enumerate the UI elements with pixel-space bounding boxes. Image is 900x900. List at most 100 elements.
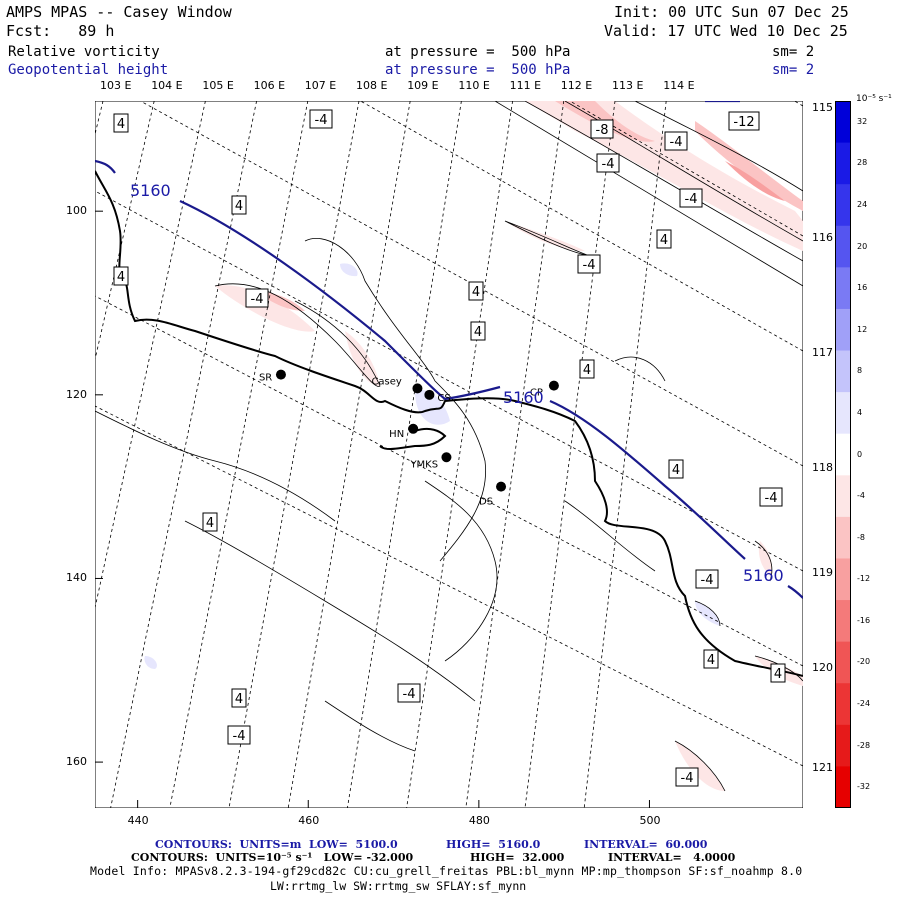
vorticity-label: -4 xyxy=(679,188,703,208)
vorticity-label: 4 xyxy=(231,688,247,708)
vorticity-label: 4 xyxy=(468,281,484,301)
colorbar-tick-label: 16 xyxy=(857,283,868,293)
vorticity-contours xyxy=(95,101,803,792)
colorbar-tick-label: -12 xyxy=(857,574,871,584)
station-dot xyxy=(424,389,435,400)
x-tick-label: 500 xyxy=(639,814,661,827)
meridian-line xyxy=(347,101,462,808)
footer-vort-high: HIGH= 32.000 xyxy=(470,851,565,864)
footer-radiation-info: LW:rrtmg_lw SW:rrtmg_sw SFLAY:sf_mynn xyxy=(270,879,527,893)
vorticity-label: -4 xyxy=(759,487,783,507)
svg-text:4: 4 xyxy=(117,117,125,132)
colorbar-tick-label: -8 xyxy=(857,532,865,542)
meridian-line xyxy=(169,101,309,808)
height-label: 5160 xyxy=(503,388,544,407)
station-label: DS xyxy=(479,497,493,508)
colorbar-swatch xyxy=(835,766,851,808)
vorticity-label: -4 xyxy=(675,767,699,787)
colorbar-tick-label: -4 xyxy=(857,491,865,501)
vorticity-contour-labels: 4 -4 -8 -4 -12 -4 4 4 4 -4 -4 -4 4 4 4 -4 4 4 -4 4 4 -4 -4 4 -4 xyxy=(113,109,786,787)
y-tick-label: 120 xyxy=(66,387,87,401)
svg-text:4: 4 xyxy=(774,667,782,682)
colorbar-swatch xyxy=(835,433,851,476)
colorbar-swatch xyxy=(835,267,851,310)
colorbar-tick-label: -20 xyxy=(857,657,871,667)
colorbar-tick-label: -16 xyxy=(857,615,871,625)
meridian-line xyxy=(139,101,803,467)
y-tick-label: 140 xyxy=(66,571,87,585)
vorticity-label: -4 xyxy=(577,254,601,274)
colorbar-swatch xyxy=(835,184,851,227)
station-label: YMKS xyxy=(409,459,438,470)
svg-text:4: 4 xyxy=(472,285,480,300)
svg-text:4: 4 xyxy=(660,233,668,248)
svg-text:-4: -4 xyxy=(583,258,596,273)
geopotential-height-contours xyxy=(95,101,803,599)
vorticity-label: -4 xyxy=(309,109,333,129)
meridian-line xyxy=(110,101,257,808)
colorbar-tick-label: -32 xyxy=(857,782,871,792)
x-tick-label: 480 xyxy=(468,814,490,827)
colorbar-swatch xyxy=(835,392,851,435)
meridian-line xyxy=(465,101,565,808)
vorticity-label: 4 xyxy=(231,195,247,215)
field1-smoothing: sm= 2 xyxy=(772,44,815,60)
colorbar-swatch xyxy=(835,350,851,393)
vorticity-label: 4 xyxy=(770,663,786,683)
colorbar xyxy=(835,101,851,808)
station-dot xyxy=(275,369,286,380)
y-tick-label: 100 xyxy=(66,204,87,218)
vorticity-label: 4 xyxy=(113,266,129,286)
top-lon-label: 105 E xyxy=(202,79,234,92)
top-lon-label: 106 E xyxy=(253,79,286,92)
station-label: CS xyxy=(437,393,450,404)
station-dot xyxy=(496,481,507,492)
colorbar-tick-label: 12 xyxy=(857,324,868,334)
svg-text:-4: -4 xyxy=(251,292,264,307)
svg-text:4: 4 xyxy=(707,653,715,668)
colorbar-unit: 10⁻⁵ s⁻¹ xyxy=(856,94,892,104)
colorbar-tick-label: 24 xyxy=(857,199,868,209)
init-time: Init: 00 UTC Sun 07 Dec 25 xyxy=(614,3,849,21)
colorbar-tick-label: 8 xyxy=(857,366,863,376)
height-label: 5160 xyxy=(130,181,171,200)
footer-vort-interval: INTERVAL= 4.0000 xyxy=(608,851,736,864)
colorbar-tick-label: 0 xyxy=(857,449,863,459)
station-dot xyxy=(548,380,559,391)
lat-lon-gridlines xyxy=(95,101,803,808)
colorbar-tick-label: -28 xyxy=(857,740,871,750)
vorticity-label: 4 xyxy=(202,512,218,532)
svg-text:4: 4 xyxy=(117,270,125,285)
meridian-line xyxy=(524,101,616,808)
colorbar-swatch xyxy=(835,225,851,268)
colorbar-swatch xyxy=(835,641,851,684)
svg-text:-4: -4 xyxy=(701,573,714,588)
colorbar-swatch xyxy=(835,142,851,185)
station-dot xyxy=(441,452,452,463)
height-label: 5160 xyxy=(743,566,784,585)
coastline xyxy=(95,170,803,677)
vorticity-label: 4 xyxy=(470,321,486,341)
top-lon-label: 103 E xyxy=(100,79,132,92)
x-tick-label: 460 xyxy=(298,814,320,827)
vorticity-label: -4 xyxy=(245,288,269,308)
colorbar-swatch xyxy=(835,308,851,352)
svg-text:4: 4 xyxy=(583,363,591,378)
station-label: SR xyxy=(259,373,272,384)
meridian-line xyxy=(95,295,803,667)
top-lon-label: 110 E xyxy=(458,79,490,92)
meridian-line xyxy=(406,101,513,808)
station-label: HN xyxy=(389,429,404,440)
valid-time: Valid: 17 UTC Wed 10 Dec 25 xyxy=(604,22,848,40)
meridian-line xyxy=(95,405,803,767)
svg-text:-4: -4 xyxy=(681,771,694,786)
svg-text:-4: -4 xyxy=(403,687,416,702)
svg-text:4: 4 xyxy=(474,325,482,340)
vorticity-label: -8 xyxy=(590,119,614,139)
top-lon-label: 113 E xyxy=(612,79,644,92)
vorticity-label: -4 xyxy=(664,131,688,151)
field2-name: Geopotential height xyxy=(8,62,169,78)
height-contour-labels: 5160 5160 5160 xyxy=(130,181,784,585)
field2-smoothing: sm= 2 xyxy=(772,62,815,78)
vorticity-label: 4 xyxy=(579,359,595,379)
